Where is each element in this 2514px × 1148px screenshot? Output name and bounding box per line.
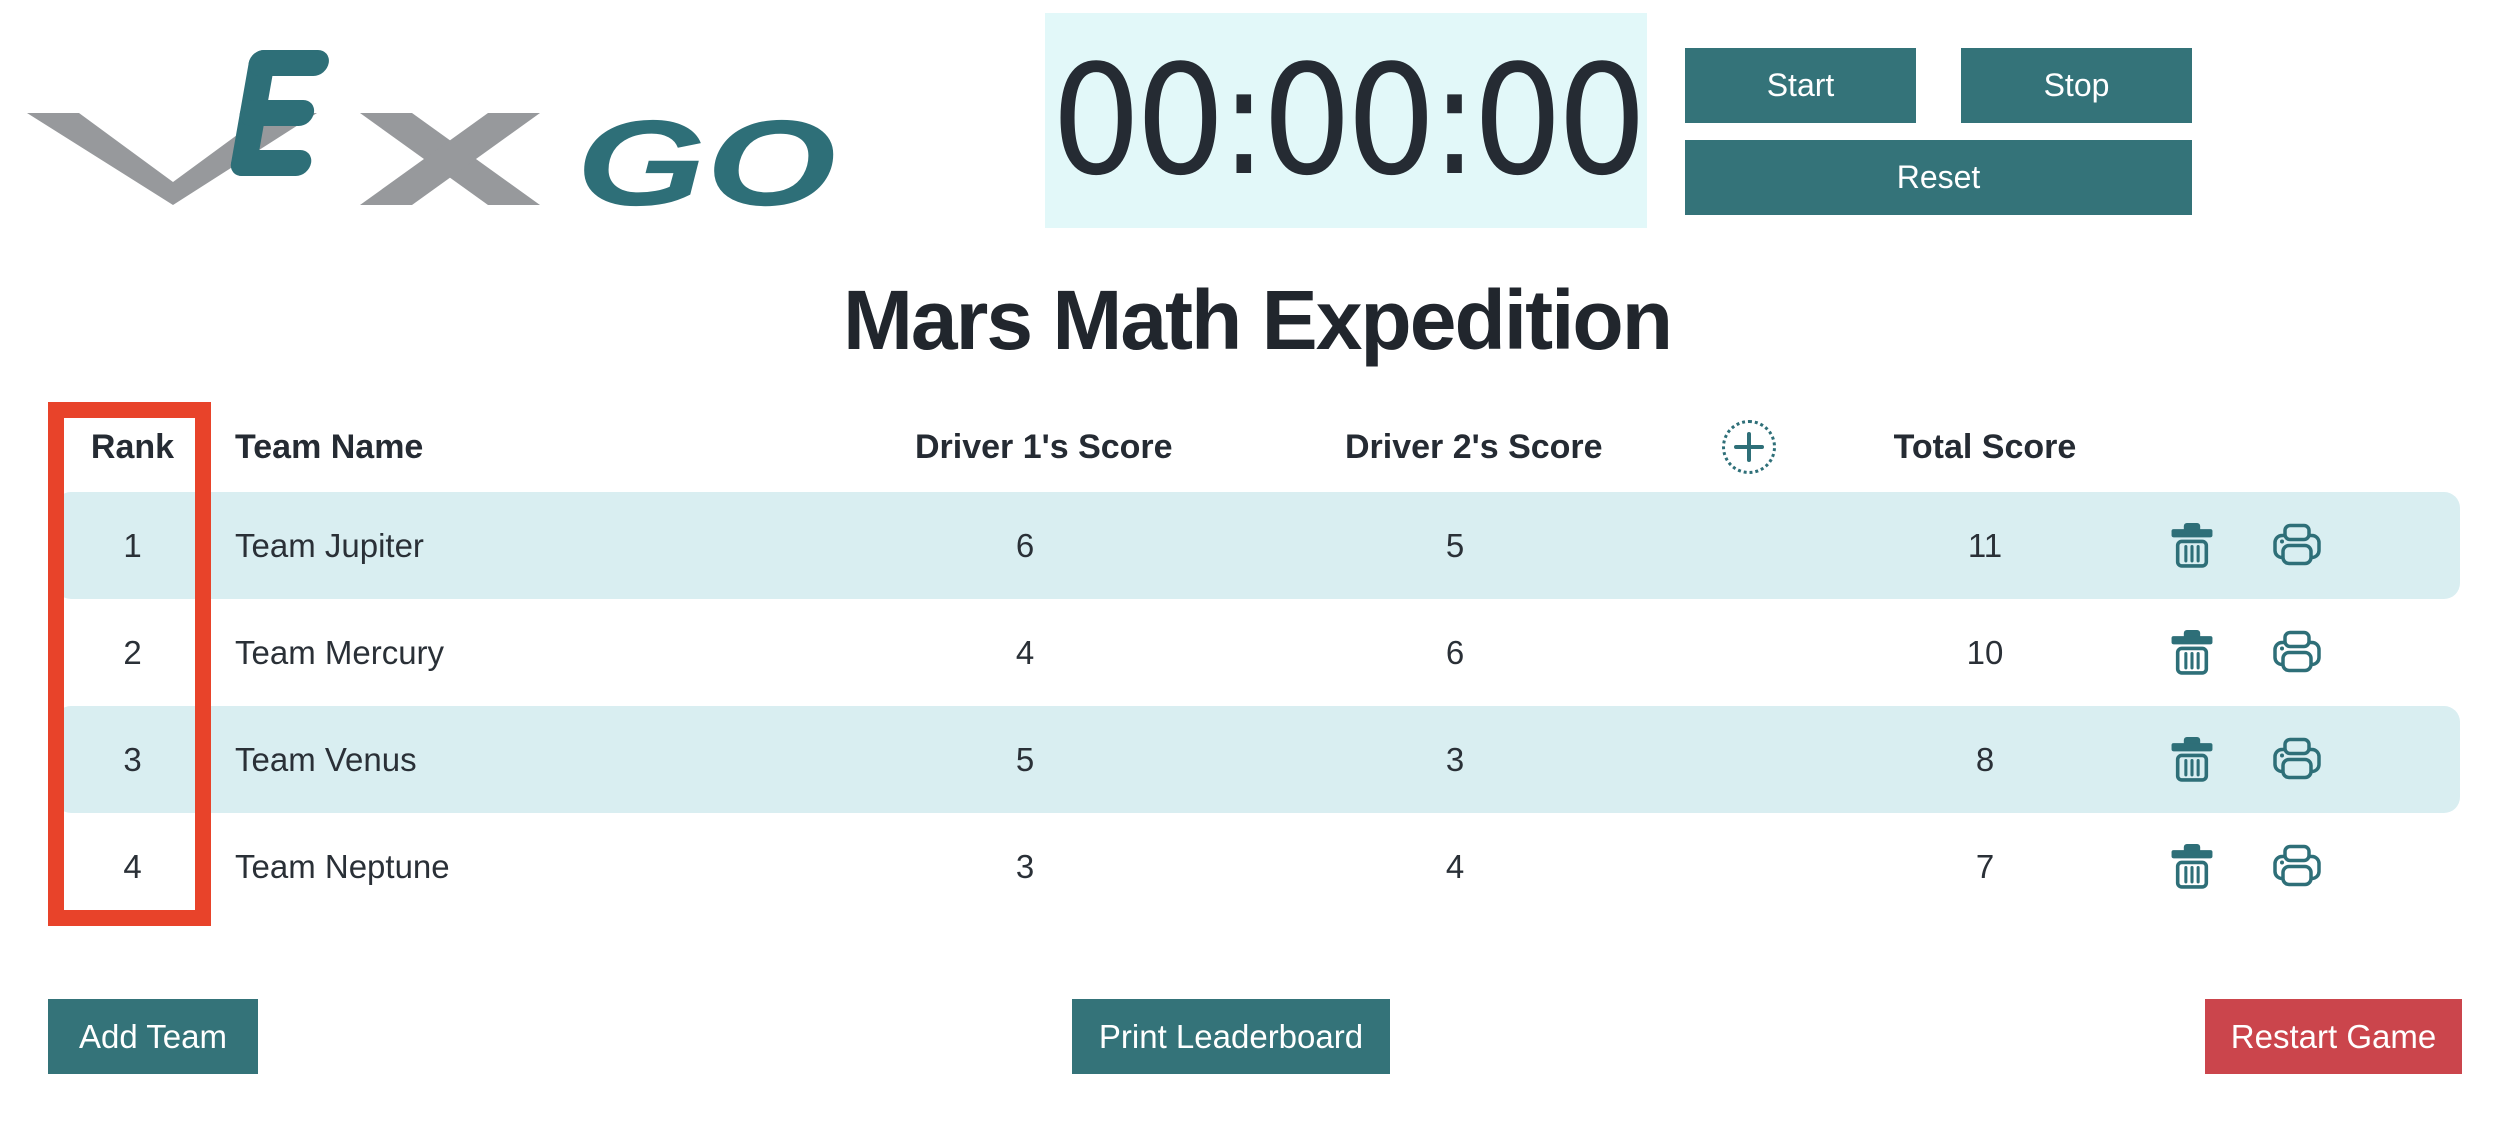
timer-display: 00:00:00	[1045, 13, 1647, 228]
table-row: 1 Team Jupiter 6 5 11	[55, 492, 2460, 599]
add-team-button[interactable]: Add Team	[48, 999, 258, 1074]
rank-cell: 4	[123, 848, 142, 885]
trash-icon[interactable]	[2171, 630, 2213, 675]
stop-button[interactable]: Stop	[1961, 48, 2192, 123]
reset-button-label: Reset	[1896, 159, 1981, 195]
column-header-rank: Rank	[90, 428, 175, 466]
printer-icon[interactable]	[2273, 844, 2321, 889]
table-row: 3 Team Venus 5 3 8	[55, 706, 2460, 813]
printer-icon[interactable]	[2273, 630, 2321, 675]
vex-go-logo: GO	[27, 50, 836, 220]
logo-letter-x	[360, 113, 540, 205]
total-score-cell: 7	[1975, 848, 1995, 885]
driver1-score-cell: 3	[1015, 848, 1035, 885]
restart-game-button-label: Restart Game	[2230, 1017, 2437, 1055]
rank-cell: 2	[123, 634, 142, 671]
team-name-cell: Team Mercury	[235, 634, 445, 671]
timer-value: 00:00:00	[1050, 32, 1647, 209]
restart-game-button[interactable]: Restart Game	[2205, 999, 2462, 1074]
column-header-driver2: Driver 2's Score	[1345, 428, 1603, 466]
driver2-score-cell: 3	[1445, 741, 1465, 778]
table-row: 4 Team Neptune 3 4 7	[55, 813, 2460, 920]
driver1-score-cell: 5	[1015, 741, 1035, 778]
print-leaderboard-button[interactable]: Print Leaderboard	[1072, 999, 1390, 1074]
rank-cell: 3	[123, 741, 142, 778]
page-title: Mars Math Expedition	[842, 273, 1673, 367]
column-header-team: Team Name	[235, 428, 424, 466]
total-score-cell: 10	[1966, 634, 2004, 671]
table-row: 2 Team Mercury 4 6 10	[55, 599, 2460, 706]
driver1-score-cell: 6	[1015, 527, 1035, 564]
logo-go-text: GO	[576, 95, 836, 220]
add-column-plus-icon[interactable]	[1722, 420, 1776, 474]
trash-icon[interactable]	[2171, 523, 2213, 568]
team-name-cell: Team Neptune	[235, 848, 450, 885]
print-leaderboard-button-label: Print Leaderboard	[1098, 1017, 1364, 1055]
trash-icon[interactable]	[2171, 844, 2213, 889]
team-name-cell: Team Venus	[235, 741, 417, 778]
printer-icon[interactable]	[2273, 737, 2321, 782]
logo-letter-e	[230, 50, 329, 176]
driver1-score-cell: 4	[1015, 634, 1035, 671]
total-score-cell: 8	[1975, 741, 1995, 778]
start-button[interactable]: Start	[1685, 48, 1916, 123]
total-score-cell: 11	[1967, 527, 2003, 564]
reset-button[interactable]: Reset	[1685, 140, 2192, 215]
column-header-driver1: Driver 1's Score	[915, 428, 1173, 466]
stop-button-label: Stop	[2043, 67, 2110, 103]
trash-icon[interactable]	[2171, 737, 2213, 782]
rank-cell: 1	[123, 527, 142, 564]
table-header: Rank Team Name Driver 1's Score Driver 2…	[55, 420, 2460, 474]
driver2-score-cell: 4	[1445, 848, 1465, 885]
team-name-cell: Team Jupiter	[235, 527, 424, 564]
column-header-total: Total Score	[1893, 428, 2077, 466]
printer-icon[interactable]	[2273, 523, 2321, 568]
start-button-label: Start	[1766, 67, 1835, 103]
driver2-score-cell: 5	[1445, 527, 1465, 564]
driver2-score-cell: 6	[1445, 634, 1465, 671]
add-team-button-label: Add Team	[79, 1017, 227, 1055]
